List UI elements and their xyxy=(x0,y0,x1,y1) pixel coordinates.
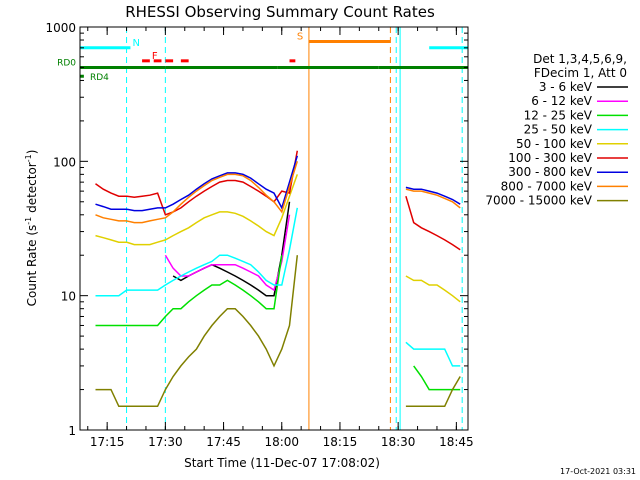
series-line xyxy=(95,207,461,367)
legend-entry-label: 50 - 100 keV xyxy=(516,137,593,151)
x-tick-label: 17:45 xyxy=(206,435,241,449)
y-axis-label-sup: -1 xyxy=(24,154,33,162)
series-line xyxy=(95,161,461,224)
chart-title: RHESSI Observing Summary Count Rates xyxy=(125,3,435,21)
y-axis-label-part: ) xyxy=(25,150,39,155)
x-tick-label: 18:30 xyxy=(381,435,416,449)
flag-label: N xyxy=(132,38,139,49)
x-tick-label: 17:30 xyxy=(148,435,183,449)
x-tick-label: 18:45 xyxy=(439,435,474,449)
x-axis-label: Start Time (11-Dec-07 17:08:02) xyxy=(184,456,380,470)
series-line xyxy=(172,201,291,297)
flag-label: S xyxy=(297,31,303,42)
flag-label: RD4 xyxy=(90,73,109,83)
legend-entry-label: 6 - 12 keV xyxy=(531,94,593,108)
x-tick-label: 18:15 xyxy=(323,435,358,449)
axes: 17:15 17:30 17:45 18:00 18:15 18:30 18:45 1 10 10… xyxy=(45,21,473,449)
legend-entry-label: 300 - 800 keV xyxy=(508,165,592,179)
legend-header-1: Det 1,3,4,5,6,9, xyxy=(533,52,627,66)
y-axis-label: Count Rate (s-1 detector-1) xyxy=(24,150,39,307)
legend-entry-label: 800 - 7000 keV xyxy=(501,179,593,193)
legend-header-2: FDecim 1, Att 0 xyxy=(534,66,627,80)
plot-area: N F S RD0 RD4 xyxy=(57,27,468,430)
flag-label: RD0 xyxy=(57,58,76,68)
flag-label: F xyxy=(152,51,158,62)
x-tick-label: 17:15 xyxy=(90,435,125,449)
footer-timestamp: 17-Oct-2021 03:31 xyxy=(560,467,636,476)
legend-entry-label: 100 - 300 keV xyxy=(508,151,592,165)
legend-entry-label: 12 - 25 keV xyxy=(524,108,593,122)
series-line xyxy=(95,155,461,212)
plot-frame xyxy=(79,26,469,431)
y-axis-label-part: Count Rate (s xyxy=(25,225,39,307)
legend: Det 1,3,4,5,6,9, FDecim 1, Att 0 3 - 6 k… xyxy=(485,52,628,208)
y-axis-label-sup: -1 xyxy=(24,217,33,225)
y-axis-label-part: detector xyxy=(25,162,39,217)
series-line xyxy=(164,214,291,292)
y-tick-label: 1000 xyxy=(45,21,76,35)
legend-entry-label: 3 - 6 keV xyxy=(539,80,593,94)
series-line xyxy=(95,150,461,251)
legend-entry-label: 25 - 50 keV xyxy=(524,123,593,137)
legend-entry-label: 7000 - 15000 keV xyxy=(485,194,592,208)
y-tick-label: 100 xyxy=(53,155,76,169)
series-line xyxy=(95,255,461,408)
y-tick-label: 10 xyxy=(61,290,76,304)
series-line xyxy=(95,174,461,303)
svg-text:Count Rate (s-1 detector-1): Count Rate (s-1 detector-1) xyxy=(24,150,39,307)
y-tick-label: 1 xyxy=(68,424,76,438)
x-tick-label: 18:00 xyxy=(264,435,299,449)
